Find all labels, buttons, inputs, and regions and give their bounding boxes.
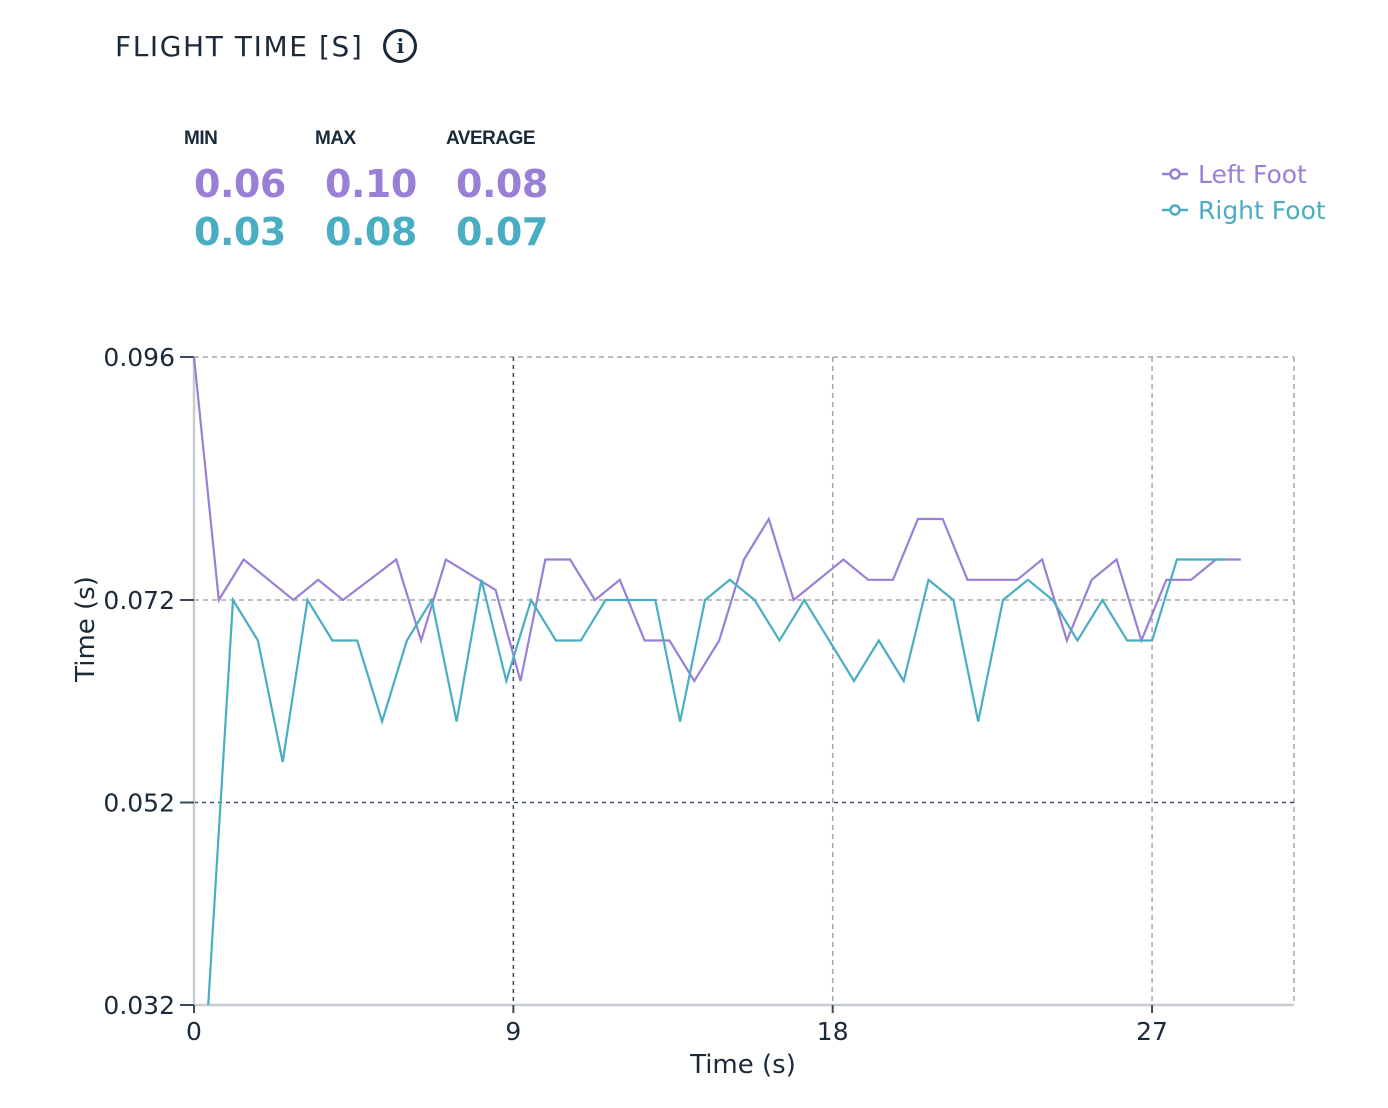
series-line-right-foot [207,558,1227,1006]
y-tick-label-3: 0.096 [103,343,175,372]
y-tick-label-0: 0.032 [103,991,175,1020]
y-tick-label-2: 0.072 [103,586,175,615]
right-foot-min-value: 0.03 [194,210,286,254]
x-tick-label-1: 9 [505,1017,521,1046]
info-icon-glyph: i [396,34,405,58]
stat-column-max: MAX 0.10 0.08 [315,128,446,256]
legend-item-left-foot[interactable]: Left Foot [1162,156,1326,192]
legend-left-foot-marker-icon [1162,168,1188,180]
stat-label-average: AVERAGE [446,128,536,149]
y-tick-label-1: 0.052 [103,789,175,818]
legend-label-left-foot: Left Foot [1198,159,1307,189]
stat-label-min: MIN [184,128,218,149]
x-tick-label-0: 0 [186,1017,202,1046]
stat-label-max: MAX [315,128,356,149]
stat-column-average: AVERAGE 0.08 0.07 [446,128,586,256]
series-line-left-foot [192,356,1241,684]
x-tick-label-2: 18 [817,1017,849,1046]
info-icon[interactable]: i [383,29,418,63]
x-axis-label: Time (s) [689,1050,796,1080]
chart-header: FLIGHT TIME [S] i [115,26,418,66]
x-tick-label-3: 27 [1136,1017,1168,1046]
left-foot-min-value: 0.06 [194,162,286,206]
left-foot-average-value: 0.08 [456,162,548,206]
page-title: FLIGHT TIME [S] [115,29,364,63]
legend-item-right-foot[interactable]: Right Foot [1162,192,1326,228]
chart-legend: Left Foot Right Foot [1162,156,1326,228]
left-foot-max-value: 0.10 [325,162,417,206]
stats-summary: MIN 0.06 0.03 MAX 0.10 0.08 AVERAGE 0.08… [184,128,586,256]
right-foot-average-value: 0.07 [456,210,548,254]
right-foot-max-value: 0.08 [325,210,417,254]
legend-label-right-foot: Right Foot [1198,195,1326,225]
y-axis-label: Time (s) [71,576,101,683]
legend-right-foot-marker-icon [1162,204,1188,216]
stat-column-min: MIN 0.06 0.03 [184,128,315,256]
